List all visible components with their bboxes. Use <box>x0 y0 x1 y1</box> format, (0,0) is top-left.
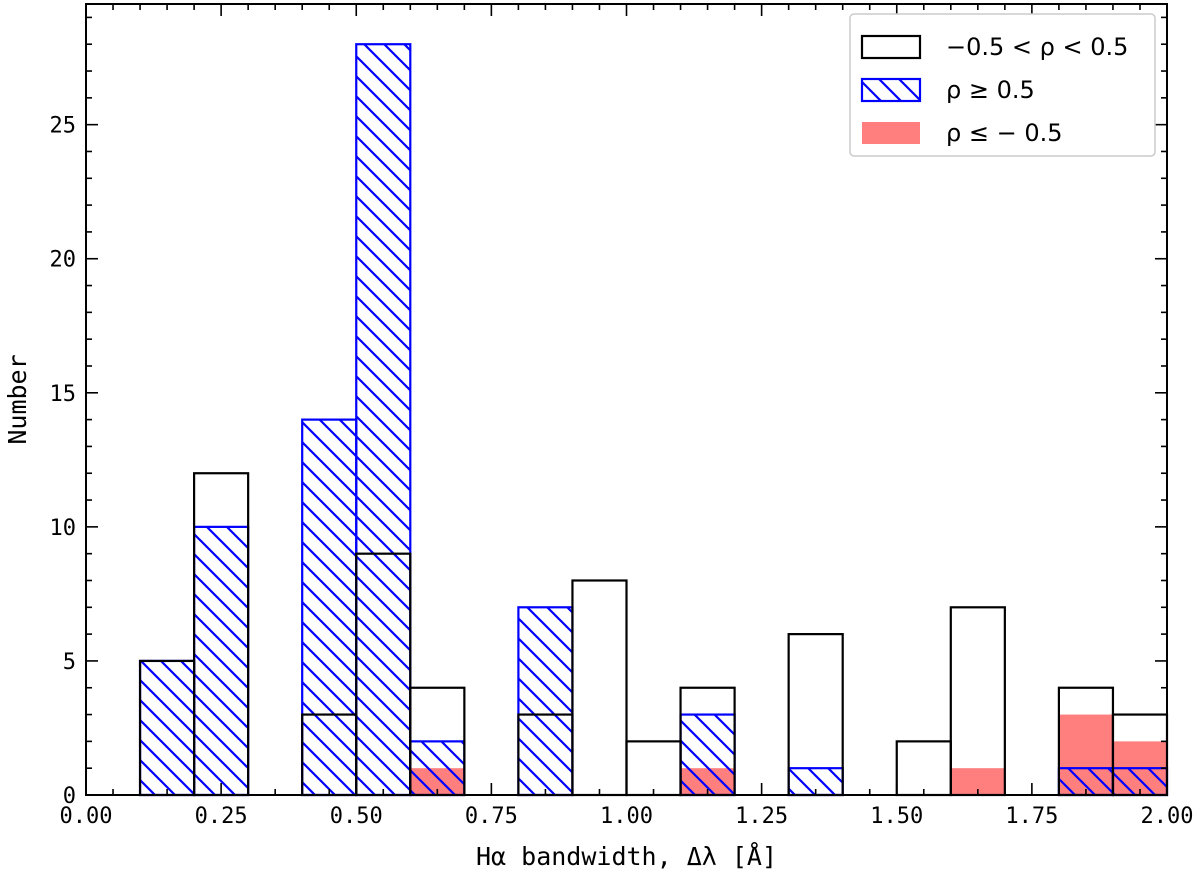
x-tick-label: 0.00 <box>60 804 113 829</box>
y-tick-label: 20 <box>50 248 77 273</box>
bar <box>895 740 952 797</box>
y-tick-label: 25 <box>50 114 77 139</box>
legend-swatch-rho-negative <box>862 122 920 144</box>
bar <box>625 740 682 797</box>
bar <box>355 43 412 797</box>
legend-label-rho-positive: ρ ≥ 0.5 <box>946 76 1035 104</box>
bar <box>949 606 1006 797</box>
bar <box>301 418 358 797</box>
bar <box>571 579 628 797</box>
legend-swatch-rho-positive <box>860 77 922 103</box>
bar <box>138 659 196 797</box>
x-tick-label: 0.75 <box>465 804 518 829</box>
legend-box <box>849 13 1156 157</box>
legend-swatch-rho-mid <box>860 34 922 60</box>
x-tick-label: 0.50 <box>330 804 383 829</box>
x-tick-label: 1.25 <box>735 804 788 829</box>
bar <box>193 525 250 797</box>
series-rho-mid-bars <box>138 472 1169 797</box>
legend-label-rho-mid: −0.5 < ρ < 0.5 <box>946 33 1128 61</box>
y-tick-label: 5 <box>63 650 76 675</box>
legend-label-rho-negative: ρ ≤ − 0.5 <box>946 119 1063 147</box>
x-axis-label: Hα bandwidth, Δλ [Å] <box>476 842 777 871</box>
y-tick-label: 15 <box>50 382 77 407</box>
bar <box>679 713 736 797</box>
x-tick-label: 0.25 <box>195 804 248 829</box>
x-tick-label: 1.75 <box>1005 804 1058 829</box>
bar <box>517 606 574 797</box>
axis-tick-labels: 0.00 0.25 0.50 0.75 1.00 1.25 1.50 1.75 2.00 0 5 10… <box>50 114 1194 829</box>
x-tick-label: 1.50 <box>870 804 923 829</box>
y-tick-label: 10 <box>50 516 77 541</box>
series-rho-positive-bars <box>138 43 1169 797</box>
x-tick-label: 2.00 <box>1141 804 1194 829</box>
legend: −0.5 < ρ < 0.5 ρ ≥ 0.5 ρ ≤ − 0.5 <box>849 13 1156 157</box>
y-tick-label: 0 <box>63 784 76 809</box>
axis-ticks <box>85 4 1168 796</box>
bar <box>409 740 466 797</box>
x-tick-label: 1.00 <box>600 804 653 829</box>
y-axis-label: Number <box>3 354 32 444</box>
